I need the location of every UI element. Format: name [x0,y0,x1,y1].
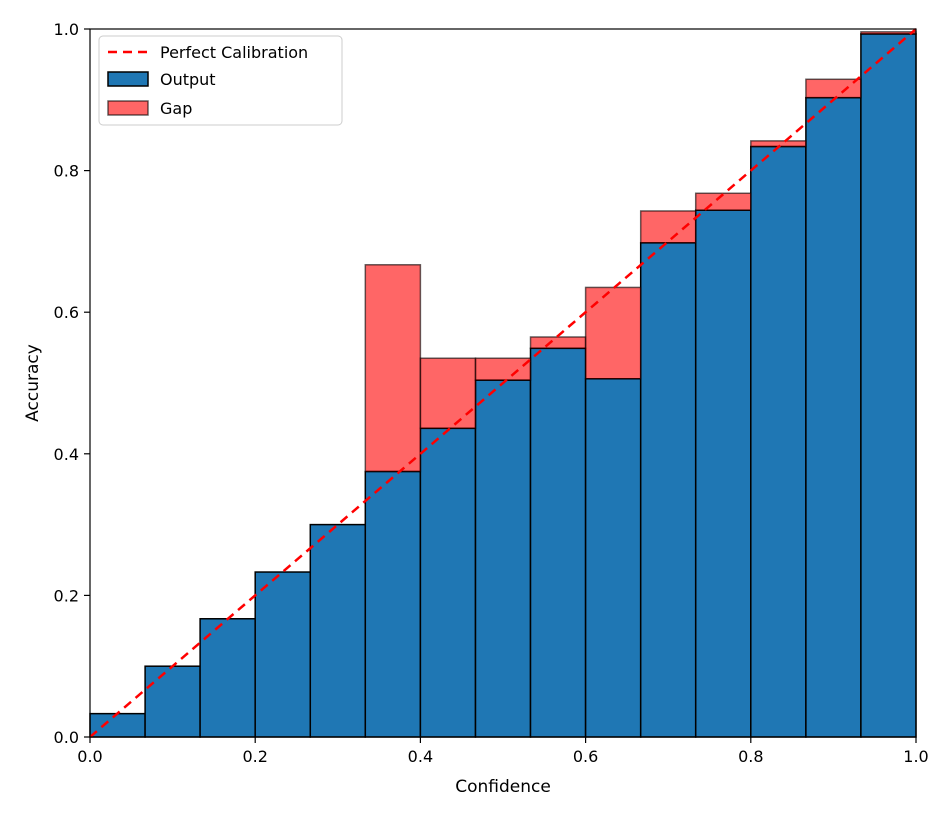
y-tick-label: 1.0 [54,20,79,39]
gap-bar [805,78,862,99]
gap-bar [529,336,587,350]
y-axis-title: Accuracy [23,344,43,422]
legend-gap-label: Gap [160,99,192,118]
output-bar [254,571,312,738]
output-bar [750,145,807,738]
output-bar [694,209,752,738]
y-tick-label: 0.4 [54,445,79,464]
gap-bar [474,357,532,381]
y-tick-label: 0.0 [54,728,79,747]
output-bar [474,379,532,738]
x-tick-label: 0.0 [77,747,102,766]
legend-gap-swatch [107,100,149,116]
output-bar [419,427,477,738]
x-tick-label: 0.8 [738,747,763,766]
y-tick-label: 0.8 [54,162,79,181]
output-bar [584,378,642,738]
gap-bar [364,264,422,473]
gap-bar [860,31,917,35]
x-tick-label: 0.2 [242,747,267,766]
output-bar [364,470,422,738]
x-axis-ticks: 0.0 0.2 0.4 0.6 0.8 1.0 [77,737,929,766]
gap-bar [639,210,697,244]
x-axis-title: Confidence [455,777,551,797]
output-bar [805,96,862,738]
legend-output-label: Output [160,70,216,89]
output-bar [529,347,587,738]
legend-output-swatch [107,71,149,87]
x-tick-label: 1.0 [903,747,928,766]
legend-box [98,35,343,126]
gap-bars [364,31,917,473]
gap-bar [419,357,477,430]
plot-frame [89,28,917,738]
output-bar [309,523,367,738]
output-bars [89,33,917,738]
x-tick-label: 0.6 [573,747,598,766]
output-bar [199,618,256,738]
gap-bar [584,286,642,380]
output-bar [89,712,146,738]
perfect-calibration-line [89,28,917,738]
x-tick-label: 0.4 [408,747,433,766]
output-bar [860,33,917,738]
legend: Perfect Calibration Output Gap [98,35,343,126]
output-bar [639,242,697,738]
legend-perfect-label: Perfect Calibration [160,43,308,62]
y-axis-ticks: 0.0 0.2 0.4 0.6 0.8 1.0 [54,20,90,747]
y-tick-label: 0.6 [54,303,79,322]
y-tick-label: 0.2 [54,586,79,605]
output-bar [144,665,201,738]
